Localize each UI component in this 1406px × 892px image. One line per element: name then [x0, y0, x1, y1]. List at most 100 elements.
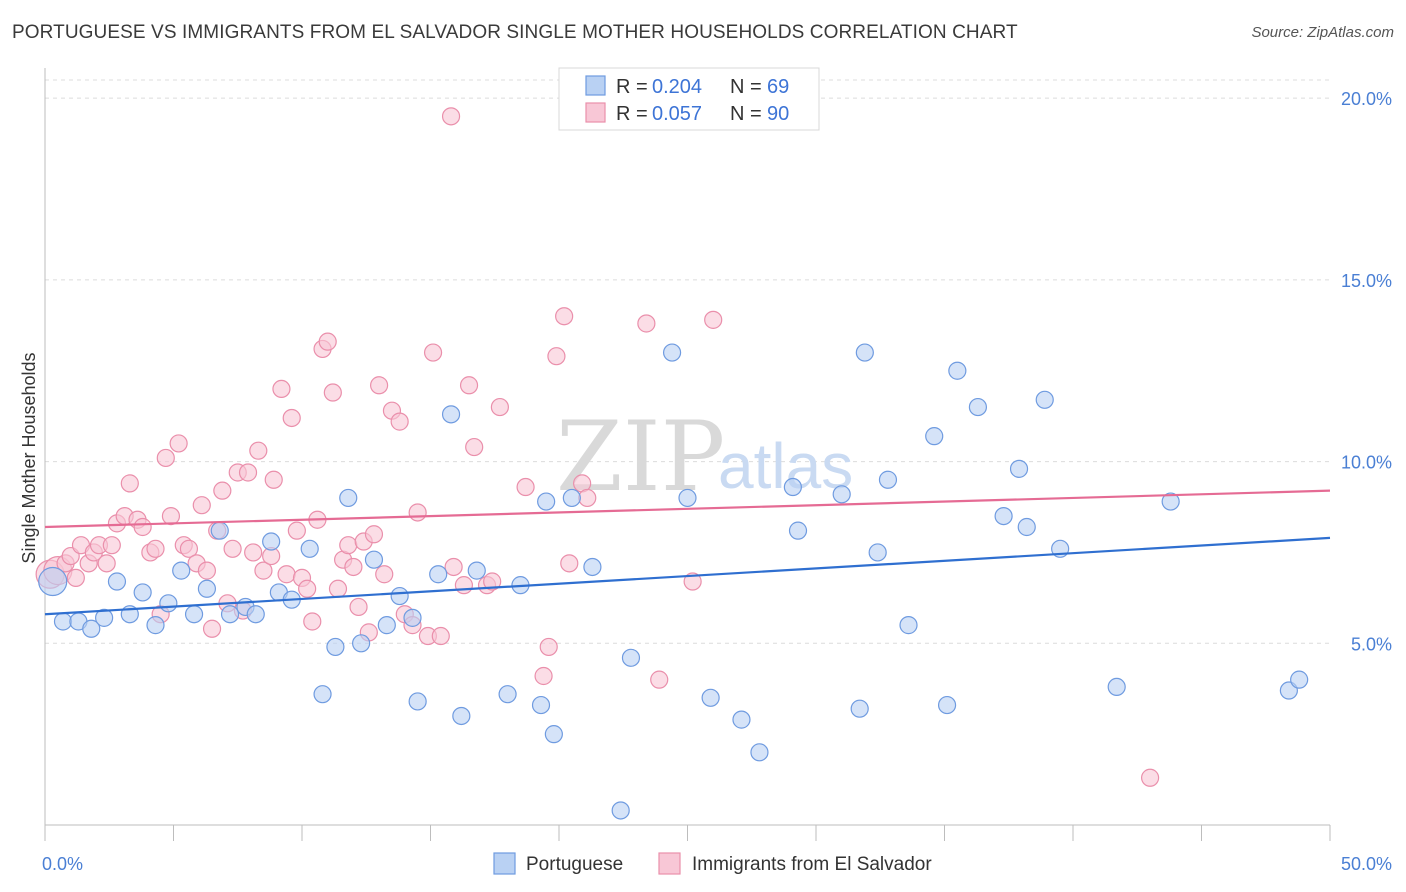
portuguese-point-47: [750, 743, 769, 762]
portuguese-point-48: [783, 477, 802, 497]
immigrants-point-55: [349, 597, 368, 617]
trend-lines: [44, 489, 1331, 616]
portuguese-point-46: [732, 710, 751, 729]
portuguese-point-57: [937, 695, 957, 715]
portuguese-point-21: [326, 637, 345, 657]
portuguese-point-62: [1017, 517, 1036, 537]
legend-r-label-immigrants: R =: [616, 103, 648, 125]
immigrants-point-83: [578, 488, 597, 508]
immigrants-point-42: [282, 408, 301, 428]
y-tick-label-2: 15.0%: [1341, 271, 1392, 291]
immigrants-point-46: [303, 612, 322, 631]
immigrants-point-26: [197, 561, 217, 580]
portuguese-point-38: [544, 725, 563, 744]
immigrants-point-15: [133, 517, 152, 537]
portuguese-point-4: [95, 608, 114, 627]
immigrants-point-41: [277, 565, 296, 584]
immigrants-point-71: [459, 376, 479, 395]
portuguese-point-26: [377, 616, 396, 635]
immigrants-point-76: [516, 477, 535, 497]
portuguese-point-20: [300, 539, 319, 558]
bottom-legend-swatch-immigrants: [658, 852, 681, 875]
immigrants-point-4: [66, 568, 85, 587]
immigrants-point-79: [547, 347, 566, 366]
portuguese-point-41: [611, 801, 630, 820]
portuguese-point-13: [210, 521, 229, 540]
portuguese-point-66: [1161, 492, 1180, 511]
immigrants-point-69: [444, 557, 463, 577]
immigrants-point-86: [683, 572, 702, 591]
immigrants-point-34: [238, 463, 258, 482]
portuguese-point-7: [133, 583, 152, 602]
immigrants-point-13: [120, 474, 139, 493]
immigrants-point-27: [202, 619, 222, 638]
portuguese-point-9: [159, 594, 178, 613]
portuguese-point-65: [1107, 677, 1126, 697]
portuguese-point-36: [531, 695, 551, 715]
bottom-legend-label-immigrants: Immigrants from El Salvador: [692, 854, 932, 875]
portuguese-point-56: [925, 427, 944, 446]
legend-r-value-immigrants: 0.057: [652, 103, 702, 125]
portuguese-point-27: [390, 586, 409, 606]
immigrants-point-62: [390, 412, 409, 431]
immigrants-point-88: [1140, 768, 1160, 787]
immigrants-point-74: [483, 572, 502, 591]
immigrants-point-85: [650, 670, 669, 689]
portuguese-point-43: [662, 343, 682, 362]
immigrants-point-78: [539, 637, 558, 657]
bottom-legend-swatch-portuguese: [493, 852, 516, 875]
chart-title: PORTUGUESE VS IMMIGRANTS FROM EL SALVADO…: [12, 22, 1018, 43]
portuguese-point-29: [408, 692, 427, 711]
portuguese-point-68: [1290, 670, 1309, 689]
portuguese-point-44: [678, 488, 697, 508]
immigrants-point-21: [169, 434, 188, 453]
source-label: Source: ZipAtlas.com: [1251, 24, 1394, 41]
portuguese-point-5: [107, 572, 127, 591]
portuguese-point-17: [262, 532, 281, 551]
immigrants-point-49: [318, 332, 337, 351]
portuguese-point-10: [172, 561, 191, 580]
portuguese-point-45: [701, 688, 720, 707]
bottom-legend-label-portuguese: Portuguese: [526, 854, 623, 875]
correlation-legend: R = 0.204 N = 69 R = 0.057 N = 90: [558, 67, 820, 131]
immigrants-point-51: [328, 579, 348, 598]
portuguese-point-31: [441, 405, 461, 424]
immigrants-point-35: [244, 543, 263, 562]
immigrants-point-67: [423, 343, 443, 362]
immigrants-point-23: [179, 539, 199, 558]
immigrants-point-81: [560, 554, 579, 573]
portuguese-point-11: [184, 605, 204, 624]
immigrants-point-39: [264, 470, 283, 489]
portuguese-point-37: [537, 492, 556, 511]
portuguese-point-60: [994, 506, 1013, 526]
immigrants-point-68: [431, 626, 450, 646]
immigrants-point-10: [102, 536, 121, 555]
legend-n-value-immigrants: 90: [767, 103, 789, 125]
axes: [44, 68, 1331, 841]
immigrants-point-77: [534, 666, 553, 686]
immigrants-point-87: [704, 310, 723, 329]
y-axis-title: Single Mother Households: [19, 352, 39, 563]
portuguese-point-28: [403, 608, 422, 627]
portuguese-point-32: [452, 706, 471, 726]
portuguese-point-14: [220, 605, 240, 624]
portuguese-point-25: [364, 550, 384, 569]
legend-n-label-portuguese: N =: [730, 76, 762, 98]
y-tick-label-3: 20.0%: [1341, 89, 1392, 109]
portuguese-point-51: [850, 699, 869, 718]
legend-n-value-portuguese: 69: [767, 76, 789, 98]
portuguese-point-40: [583, 557, 602, 577]
immigrants-point-25: [192, 496, 211, 515]
portuguese-point-3: [82, 619, 101, 638]
immigrants-point-80: [555, 307, 574, 326]
immigrants-point-37: [254, 561, 273, 580]
portuguese-point-12: [197, 579, 217, 598]
immigrants-point-72: [465, 437, 484, 457]
x-tick-label-min: 0.0%: [42, 854, 83, 874]
portuguese-trend-line: [44, 536, 1331, 616]
series-legend: Portuguese Immigrants from El Salvador: [493, 852, 932, 875]
immigrants-point-70: [454, 576, 474, 595]
immigrants-point-31: [223, 539, 242, 558]
immigrants-point-19: [156, 448, 175, 468]
